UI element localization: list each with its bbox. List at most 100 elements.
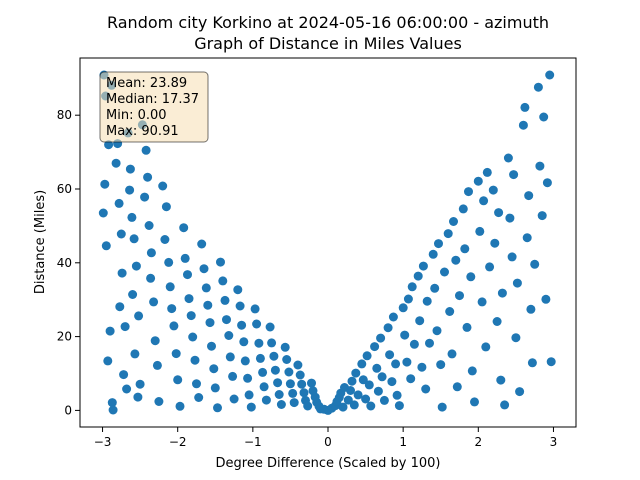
data-point: [383, 323, 393, 333]
data-point: [259, 382, 269, 392]
data-point: [440, 267, 449, 277]
data-point: [482, 167, 492, 177]
data-point: [250, 304, 260, 314]
data-point: [190, 355, 200, 365]
data-point: [511, 333, 521, 343]
data-point: [160, 235, 170, 244]
x-tick-label: −3: [94, 435, 112, 449]
data-point: [488, 185, 498, 195]
data-point: [479, 196, 489, 206]
data-point: [351, 368, 361, 378]
data-point: [186, 311, 196, 321]
data-point: [183, 270, 192, 280]
data-point: [135, 379, 145, 389]
data-point: [201, 283, 211, 293]
data-point: [520, 102, 530, 112]
x-tick-label: −2: [169, 435, 187, 449]
data-point: [103, 356, 113, 366]
data-point: [140, 192, 150, 202]
x-tick-label: −1: [244, 435, 262, 449]
data-point: [455, 291, 464, 301]
data-point: [535, 161, 545, 171]
data-point: [364, 380, 374, 390]
data-point: [235, 301, 245, 311]
data-point: [387, 377, 397, 387]
y-tick-label: 0: [64, 403, 72, 417]
x-tick-label: 1: [399, 435, 407, 449]
data-point: [466, 272, 476, 282]
data-point: [539, 112, 549, 122]
data-point: [240, 356, 250, 366]
data-point: [388, 312, 398, 322]
data-point: [224, 331, 234, 340]
data-point: [377, 372, 387, 382]
data-point: [282, 355, 292, 364]
y-tick-label: 20: [57, 330, 72, 344]
data-point: [496, 375, 506, 385]
data-point: [417, 362, 427, 372]
data-point: [362, 351, 372, 361]
data-point: [464, 187, 473, 197]
data-point: [462, 322, 472, 332]
data-point: [490, 238, 500, 248]
data-point: [394, 401, 404, 411]
data-point: [125, 164, 135, 174]
data-point: [370, 342, 380, 352]
data-point: [503, 153, 513, 163]
data-point: [415, 316, 425, 326]
data-point: [229, 394, 239, 404]
data-point: [541, 294, 551, 304]
data-point: [184, 294, 194, 304]
data-point: [497, 288, 507, 298]
data-point: [267, 338, 277, 348]
data-point: [254, 338, 264, 348]
x-tick-label: 0: [324, 435, 332, 449]
data-point: [111, 158, 121, 168]
data-point: [216, 257, 225, 267]
data-point: [220, 295, 230, 305]
data-point: [477, 297, 487, 307]
data-point: [449, 217, 458, 226]
chart-title-line1: Random city Korkino at 2024-05-16 06:00:…: [107, 13, 549, 32]
data-point: [537, 211, 547, 221]
stats-min: Min: 0.00: [106, 108, 167, 123]
data-point: [436, 360, 446, 370]
y-axis-label: Distance (Miles): [33, 190, 48, 294]
data-point: [458, 204, 468, 214]
data-point: [188, 332, 198, 342]
data-point: [398, 303, 408, 313]
data-point: [406, 374, 416, 384]
data-point: [409, 339, 419, 349]
data-point: [376, 333, 386, 343]
data-point: [443, 229, 453, 239]
data-point: [108, 405, 118, 415]
data-point: [276, 400, 286, 409]
data-point: [115, 302, 125, 312]
chart-title-line2: Graph of Distance in Miles Values: [194, 34, 462, 53]
data-point: [402, 357, 412, 367]
stats-max: Max: 90.91: [106, 124, 179, 139]
data-point: [524, 191, 534, 201]
data-point: [347, 376, 357, 386]
data-point: [546, 357, 556, 367]
data-point: [526, 304, 536, 314]
x-axis-ticks: −3 −2 −1 0 1 2 3: [94, 427, 557, 449]
data-point: [116, 229, 126, 239]
data-point: [125, 185, 135, 195]
data-point: [165, 282, 175, 292]
data-point: [542, 178, 552, 188]
data-point: [131, 261, 141, 271]
data-point: [366, 401, 376, 411]
data-point: [434, 239, 443, 249]
data-point: [437, 402, 447, 412]
data-point: [285, 379, 295, 389]
data-point: [233, 285, 243, 295]
data-point: [144, 221, 154, 230]
data-point: [418, 261, 428, 271]
data-point: [481, 342, 491, 352]
data-point: [243, 373, 253, 383]
data-point: [146, 273, 156, 283]
data-point: [98, 208, 108, 218]
data-point: [428, 249, 438, 259]
